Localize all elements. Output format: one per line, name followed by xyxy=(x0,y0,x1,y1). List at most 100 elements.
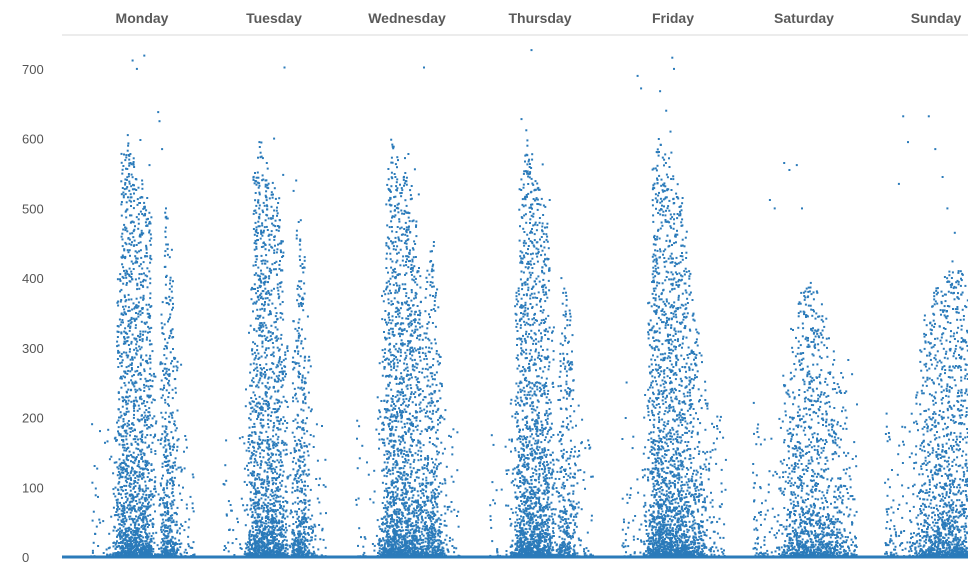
data-point xyxy=(130,379,132,381)
data-point xyxy=(125,401,127,403)
data-point xyxy=(135,550,137,552)
data-point xyxy=(120,493,122,495)
data-point xyxy=(277,436,279,438)
data-point xyxy=(166,504,168,506)
data-point xyxy=(121,193,123,195)
data-point xyxy=(273,373,275,375)
data-point xyxy=(123,424,125,426)
data-point xyxy=(290,513,292,515)
data-point xyxy=(303,514,305,516)
data-point xyxy=(150,434,152,436)
data-point xyxy=(136,350,138,352)
data-point xyxy=(133,349,135,351)
data-point xyxy=(146,401,148,403)
outlier-point xyxy=(161,148,163,150)
data-point xyxy=(177,507,179,509)
data-point xyxy=(131,261,133,263)
data-point xyxy=(250,363,252,365)
data-point xyxy=(119,458,121,460)
data-point xyxy=(172,501,174,503)
data-point xyxy=(305,382,307,384)
data-point xyxy=(163,446,165,448)
data-point xyxy=(130,479,132,481)
data-point xyxy=(150,327,152,329)
data-point xyxy=(160,526,162,528)
data-point xyxy=(135,541,137,543)
data-point xyxy=(174,544,176,546)
data-point xyxy=(142,519,144,521)
data-point xyxy=(277,212,279,214)
data-point xyxy=(135,347,137,349)
data-point xyxy=(124,182,126,184)
data-point xyxy=(302,309,304,311)
data-point xyxy=(259,514,261,516)
data-point xyxy=(147,523,149,525)
data-point xyxy=(247,469,249,471)
day-label-saturday: Saturday xyxy=(774,10,834,26)
data-point xyxy=(174,538,176,540)
data-point xyxy=(267,459,269,461)
data-point xyxy=(259,377,261,379)
data-point xyxy=(277,416,279,418)
data-point xyxy=(122,441,124,443)
data-point xyxy=(294,350,296,352)
data-point xyxy=(259,520,261,522)
data-point xyxy=(161,497,163,499)
data-point xyxy=(129,351,131,353)
data-point xyxy=(259,327,261,329)
data-points xyxy=(90,49,968,558)
data-point xyxy=(273,408,275,410)
data-point xyxy=(296,230,298,232)
data-point xyxy=(274,536,276,538)
data-point xyxy=(139,476,141,478)
data-point xyxy=(255,554,257,556)
data-point xyxy=(148,547,150,549)
data-point xyxy=(148,418,150,420)
data-point xyxy=(146,267,148,269)
data-point xyxy=(246,484,248,486)
data-point xyxy=(267,509,269,511)
data-point xyxy=(96,468,98,470)
data-point xyxy=(264,525,266,527)
data-point xyxy=(149,282,151,284)
data-point xyxy=(146,460,148,462)
data-point xyxy=(282,501,284,503)
data-point xyxy=(179,533,181,535)
data-point xyxy=(266,488,268,490)
data-point xyxy=(253,210,255,212)
data-point xyxy=(255,511,257,513)
data-point xyxy=(170,549,172,551)
data-point xyxy=(167,342,169,344)
data-point xyxy=(285,531,287,533)
data-point xyxy=(271,230,273,232)
data-point xyxy=(268,347,270,349)
data-point xyxy=(180,466,182,468)
data-point xyxy=(252,411,254,413)
data-point xyxy=(307,371,309,373)
data-point xyxy=(254,242,256,244)
data-point xyxy=(251,432,253,434)
data-point xyxy=(167,546,169,548)
data-point xyxy=(116,540,118,542)
data-point xyxy=(268,304,270,306)
data-point xyxy=(268,482,270,484)
data-point xyxy=(253,447,255,449)
data-point xyxy=(123,435,125,437)
data-point xyxy=(259,396,261,398)
data-point xyxy=(252,341,254,343)
data-point xyxy=(162,502,164,504)
data-point xyxy=(125,270,127,272)
data-point xyxy=(117,278,119,280)
data-point xyxy=(311,515,313,517)
data-point xyxy=(171,286,173,288)
data-point xyxy=(143,473,145,475)
data-point xyxy=(275,445,277,447)
data-point xyxy=(118,483,120,485)
data-point xyxy=(298,280,300,282)
data-point xyxy=(268,217,270,219)
data-point xyxy=(277,290,279,292)
data-point xyxy=(165,236,167,238)
data-point xyxy=(246,450,248,452)
data-point xyxy=(136,354,138,356)
data-point xyxy=(165,428,167,430)
